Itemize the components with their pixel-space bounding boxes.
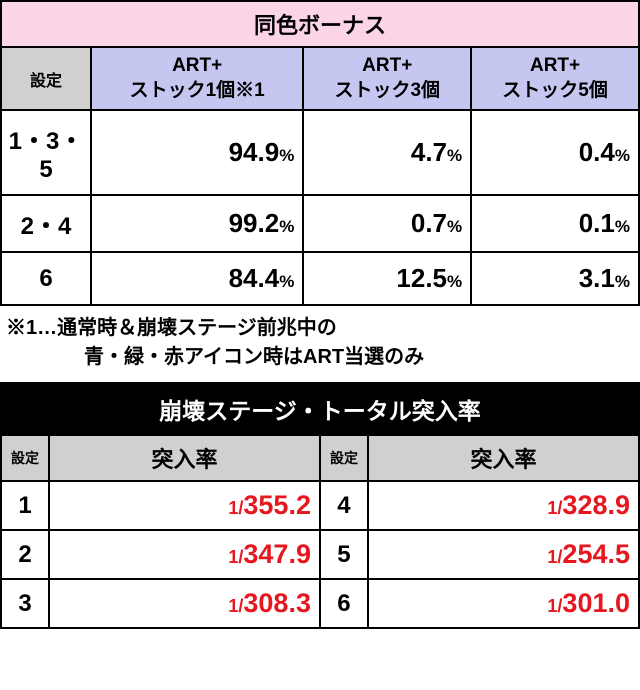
t2-row-label: 1: [1, 481, 49, 530]
t2-cell: 1/254.5: [368, 530, 639, 579]
t2-row-label: 6: [320, 579, 368, 628]
table1-col-header-0: ART+ストック1個※1: [91, 47, 303, 110]
t1-row-2-label: 6: [1, 252, 91, 305]
cell-value: 0.4: [579, 137, 615, 167]
table2-title: 崩壊ステージ・トータル突入率: [1, 383, 639, 435]
percent-suffix: %: [447, 272, 462, 291]
percent-suffix: %: [279, 217, 294, 236]
table1-col-header-2: ART+ストック5個: [471, 47, 639, 110]
one-over: 1/: [547, 547, 562, 567]
cell-value: 99.2: [229, 208, 280, 238]
cell-value: 301.0: [562, 588, 630, 618]
cell-value: 4.7: [411, 137, 447, 167]
percent-suffix: %: [279, 272, 294, 291]
collapse-stage-rate-table: 崩壊ステージ・トータル突入率 設定 突入率 設定 突入率 1 1/355.2 4…: [0, 382, 640, 629]
table-row: 2・4 99.2% 0.7% 0.1%: [1, 195, 639, 252]
percent-suffix: %: [615, 217, 630, 236]
table-row: 6 84.4% 12.5% 3.1%: [1, 252, 639, 305]
table-row: 1 1/355.2 4 1/328.9: [1, 481, 639, 530]
table-row: 2 1/347.9 5 1/254.5: [1, 530, 639, 579]
table1-settei-header: 設定: [1, 47, 91, 110]
t1-row-1-label: 2・4: [1, 195, 91, 252]
t2-cell: 1/301.0: [368, 579, 639, 628]
t2-cell: 1/355.2: [49, 481, 320, 530]
t1-cell: 3.1%: [471, 252, 639, 305]
t2-row-label: 4: [320, 481, 368, 530]
t2-cell: 1/328.9: [368, 481, 639, 530]
one-over: 1/: [228, 547, 243, 567]
t2-cell: 1/308.3: [49, 579, 320, 628]
cell-value: 94.9: [229, 137, 280, 167]
percent-suffix: %: [447, 146, 462, 165]
table2-rate-header-left: 突入率: [49, 435, 320, 481]
col-hdr-2-text: ART+ストック5個: [502, 55, 608, 101]
cell-value: 12.5: [396, 263, 447, 293]
t1-cell: 12.5%: [303, 252, 471, 305]
table-row: 1・3・5 94.9% 4.7% 0.4%: [1, 110, 639, 195]
table1-title: 同色ボーナス: [1, 1, 639, 47]
t1-cell: 4.7%: [303, 110, 471, 195]
col-hdr-1-text: ART+ストック3個: [334, 55, 440, 101]
one-over: 1/: [547, 596, 562, 616]
one-over: 1/: [228, 596, 243, 616]
t1-cell: 94.9%: [91, 110, 303, 195]
one-over: 1/: [228, 498, 243, 518]
cell-value: 0.1: [579, 208, 615, 238]
t1-cell: 84.4%: [91, 252, 303, 305]
cell-value: 84.4: [229, 263, 280, 293]
table2-settei-header-right: 設定: [320, 435, 368, 481]
t1-cell: 0.4%: [471, 110, 639, 195]
table2-rate-header-right: 突入率: [368, 435, 639, 481]
table2-settei-header-left: 設定: [1, 435, 49, 481]
one-over: 1/: [547, 498, 562, 518]
table-row: 3 1/308.3 6 1/301.0: [1, 579, 639, 628]
footnote-line1: ※1…通常時＆崩壊ステージ前兆中の: [6, 317, 337, 339]
t1-cell: 0.1%: [471, 195, 639, 252]
percent-suffix: %: [615, 146, 630, 165]
t2-cell: 1/347.9: [49, 530, 320, 579]
t2-row-label: 5: [320, 530, 368, 579]
cell-value: 328.9: [562, 490, 630, 520]
t1-row-0-label: 1・3・5: [1, 110, 91, 195]
col-hdr-0-text: ART+ストック1個※1: [130, 55, 265, 101]
t1-cell: 0.7%: [303, 195, 471, 252]
cell-value: 0.7: [411, 208, 447, 238]
t2-row-label: 3: [1, 579, 49, 628]
cell-value: 254.5: [562, 539, 630, 569]
cell-value: 308.3: [243, 588, 311, 618]
same-color-bonus-table: 同色ボーナス 設定 ART+ストック1個※1 ART+ストック3個 ART+スト…: [0, 0, 640, 306]
t1-cell: 99.2%: [91, 195, 303, 252]
cell-value: 3.1: [579, 263, 615, 293]
cell-value: 347.9: [243, 539, 311, 569]
footnote: ※1…通常時＆崩壊ステージ前兆中の 青・緑・赤アイコン時はART当選のみ: [0, 306, 640, 382]
percent-suffix: %: [279, 146, 294, 165]
table1-col-header-1: ART+ストック3個: [303, 47, 471, 110]
cell-value: 355.2: [243, 490, 311, 520]
footnote-line2: 青・緑・赤アイコン時はART当選のみ: [6, 343, 634, 372]
percent-suffix: %: [447, 217, 462, 236]
t2-row-label: 2: [1, 530, 49, 579]
percent-suffix: %: [615, 272, 630, 291]
